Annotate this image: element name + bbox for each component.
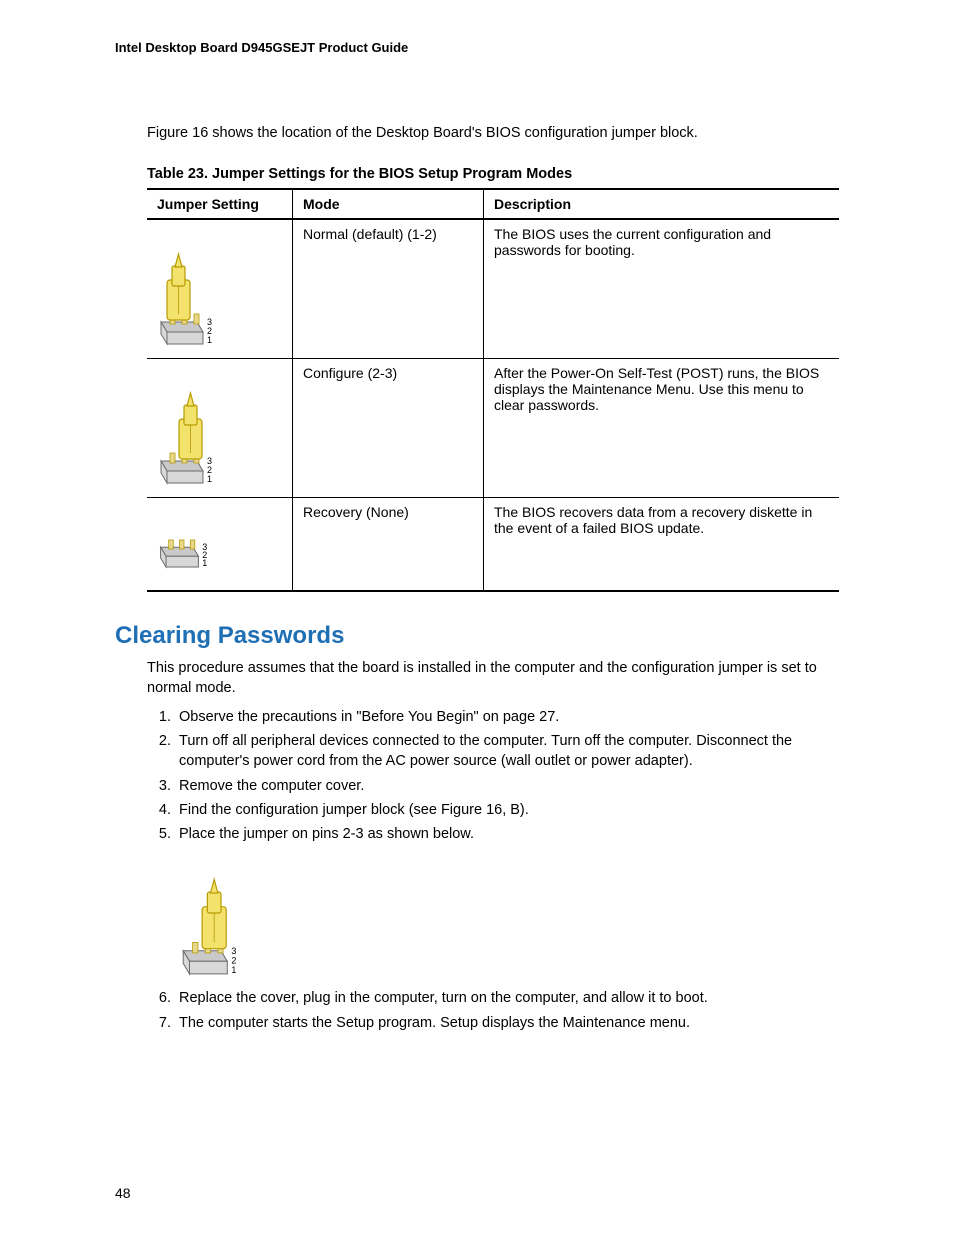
jumper-settings-table: Jumper Setting Mode Description 321 Norma… — [147, 188, 839, 592]
jumper-icon: 321 — [157, 504, 220, 575]
step-text: Replace the cover, plug in the computer,… — [179, 990, 708, 1006]
table-caption: Table 23. Jumper Settings for the BIOS S… — [147, 166, 839, 182]
svg-text:1: 1 — [207, 335, 212, 345]
cell-description: After the Power-On Self-Test (POST) runs… — [484, 359, 840, 498]
jumper-icon: 321 — [157, 226, 225, 352]
table-row: 321 Recovery (None)The BIOS recovers data… — [147, 498, 839, 592]
step-text: Find the configuration jumper block (see… — [179, 802, 529, 818]
step-item: The computer starts the Setup program. S… — [175, 1013, 839, 1033]
th-jumper-setting: Jumper Setting — [147, 189, 293, 219]
step-text: The computer starts the Setup program. S… — [179, 1015, 690, 1031]
cell-mode: Normal (default) (1-2) — [293, 219, 484, 359]
page-number: 48 — [115, 1185, 131, 1201]
step-item: Observe the precautions in "Before You B… — [175, 707, 839, 727]
step-text: Turn off all peripheral devices connecte… — [179, 733, 792, 769]
jumper-icon: 321 — [179, 850, 250, 982]
section-heading-clearing-passwords: Clearing Passwords — [115, 622, 839, 650]
svg-text:1: 1 — [202, 558, 207, 568]
jumper-icon: 321 — [157, 365, 225, 491]
cell-jumper-setting: 321 — [147, 498, 293, 592]
table-row: 321 Normal (default) (1-2)The BIOS uses t… — [147, 219, 839, 359]
running-header: Intel Desktop Board D945GSEJT Product Gu… — [115, 40, 839, 55]
step-jumper-image: 321 — [179, 850, 839, 982]
cell-jumper-setting: 321 — [147, 359, 293, 498]
step-item: Turn off all peripheral devices connecte… — [175, 731, 839, 772]
cell-jumper-setting: 321 — [147, 219, 293, 359]
table-row: 321 Configure (2-3)After the Power-On Sel… — [147, 359, 839, 498]
svg-text:1: 1 — [231, 965, 236, 975]
cell-description: The BIOS uses the current configuration … — [484, 219, 840, 359]
svg-text:1: 1 — [207, 474, 212, 484]
step-item: Find the configuration jumper block (see… — [175, 800, 839, 820]
cell-mode: Configure (2-3) — [293, 359, 484, 498]
cell-description: The BIOS recovers data from a recovery d… — [484, 498, 840, 592]
step-text: Remove the computer cover. — [179, 778, 364, 794]
steps-list: Observe the precautions in "Before You B… — [147, 707, 839, 1033]
th-description: Description — [484, 189, 840, 219]
step-text: Place the jumper on pins 2-3 as shown be… — [179, 826, 474, 842]
intro-paragraph: Figure 16 shows the location of the Desk… — [147, 123, 839, 144]
step-item: Remove the computer cover. — [175, 776, 839, 796]
step-item: Replace the cover, plug in the computer,… — [175, 988, 839, 1008]
cell-mode: Recovery (None) — [293, 498, 484, 592]
step-item: Place the jumper on pins 2-3 as shown be… — [175, 824, 839, 982]
step-text: Observe the precautions in "Before You B… — [179, 709, 559, 725]
th-mode: Mode — [293, 189, 484, 219]
section-intro: This procedure assumes that the board is… — [147, 658, 839, 699]
